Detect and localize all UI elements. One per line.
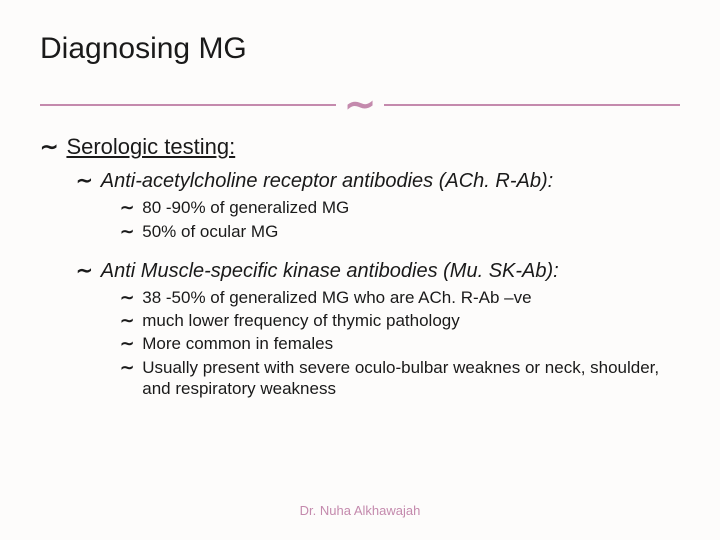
list-item-text: much lower frequency of thymic pathology bbox=[142, 310, 460, 331]
heading-serologic: ∼ Serologic testing: bbox=[40, 134, 680, 160]
bullet-icon: ∼ bbox=[120, 311, 134, 331]
slide-title: Diagnosing MG bbox=[40, 32, 680, 66]
footer-author: Dr. Nuha Alkhawajah bbox=[0, 503, 720, 518]
list-item-text: Usually present with severe oculo-bulbar… bbox=[142, 357, 680, 400]
bullet-icon: ∼ bbox=[120, 198, 134, 218]
subheading-musk: ∼ Anti Muscle-specific kinase antibodies… bbox=[40, 258, 680, 283]
divider: ∼ bbox=[40, 90, 680, 120]
list-item: ∼ 38 -50% of generalized MG who are ACh.… bbox=[40, 287, 680, 308]
bullet-icon: ∼ bbox=[120, 358, 134, 378]
slide: Diagnosing MG ∼ ∼ Serologic testing: ∼ A… bbox=[0, 0, 720, 540]
list-item: ∼ Usually present with severe oculo-bulb… bbox=[40, 357, 680, 400]
list-item: ∼ More common in females bbox=[40, 333, 680, 354]
bullet-icon: ∼ bbox=[40, 134, 58, 160]
list-item: ∼ 80 -90% of generalized MG bbox=[40, 197, 680, 218]
subheading-text: Anti-acetylcholine receptor antibodies (… bbox=[101, 170, 553, 193]
spacer bbox=[40, 244, 680, 258]
heading-text: Serologic testing: bbox=[66, 134, 235, 160]
subheading-text: Anti Muscle-specific kinase antibodies (… bbox=[101, 260, 559, 283]
list-item-text: 80 -90% of generalized MG bbox=[142, 197, 349, 218]
divider-line-right bbox=[384, 104, 680, 106]
list-item-text: More common in females bbox=[142, 333, 333, 354]
bullet-icon: ∼ bbox=[76, 168, 93, 193]
bullet-icon: ∼ bbox=[120, 334, 134, 354]
list-item-text: 50% of ocular MG bbox=[142, 221, 278, 242]
bullet-icon: ∼ bbox=[120, 222, 134, 242]
bullet-icon: ∼ bbox=[120, 288, 134, 308]
bullet-icon: ∼ bbox=[76, 258, 93, 283]
list-item: ∼ 50% of ocular MG bbox=[40, 221, 680, 242]
divider-line-left bbox=[40, 104, 336, 106]
subheading-achr: ∼ Anti-acetylcholine receptor antibodies… bbox=[40, 168, 680, 193]
list-item-text: 38 -50% of generalized MG who are ACh. R… bbox=[142, 287, 531, 308]
list-item: ∼ much lower frequency of thymic patholo… bbox=[40, 310, 680, 331]
flourish-icon: ∼ bbox=[344, 90, 376, 120]
